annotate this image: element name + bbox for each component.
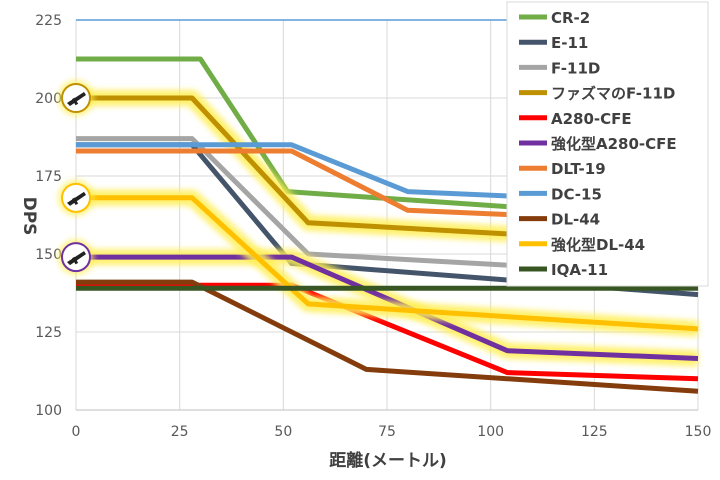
legend-label: CR-2 bbox=[551, 9, 590, 27]
legend-label: DC-15 bbox=[551, 185, 602, 203]
series-a280-cfe bbox=[76, 282, 699, 382]
series-line bbox=[76, 95, 699, 248]
series-dl-44 bbox=[76, 279, 699, 394]
legend-label: DLT-19 bbox=[551, 160, 606, 178]
legend-item: CR-2 bbox=[519, 9, 590, 27]
y-tick-label: 150 bbox=[35, 247, 62, 263]
legend-label: F-11D bbox=[551, 59, 600, 77]
weapon-icons bbox=[58, 80, 94, 276]
legend-item: DL-44 bbox=[519, 211, 600, 229]
series-lines bbox=[76, 56, 699, 394]
legend: CR-2 E-11 F-11D ファズマのF-11D A280-CFE 強化型A280-C… bbox=[506, 1, 709, 287]
x-tick-label: 0 bbox=[72, 424, 81, 440]
pistol-icon bbox=[58, 179, 94, 216]
legend-item: ファズマのF-11D bbox=[519, 85, 675, 103]
legend-item: 強化型A280-CFE bbox=[519, 135, 677, 153]
legend-item: IQA-11 bbox=[519, 261, 608, 279]
rifle-icon bbox=[58, 80, 94, 116]
legend-item: 強化型DL-44 bbox=[519, 236, 645, 254]
x-axis-title: 距離(メートル) bbox=[329, 450, 447, 471]
y-tick-label: 175 bbox=[35, 169, 62, 185]
series-cr-2 bbox=[76, 56, 699, 223]
y-axis-title: DPS bbox=[19, 197, 39, 236]
y-tick-label: 100 bbox=[35, 403, 62, 419]
x-axis-ticks: 0 25 50 75 100 125 150 bbox=[72, 424, 712, 440]
x-tick-label: 75 bbox=[378, 424, 396, 440]
legend-label: 強化型A280-CFE bbox=[551, 135, 677, 153]
legend-label: DL-44 bbox=[551, 211, 600, 229]
x-tick-label: 50 bbox=[274, 424, 292, 440]
legend-label: 強化型DL-44 bbox=[551, 236, 645, 254]
legend-item: A280-CFE bbox=[519, 110, 632, 128]
legend-item: F-11D bbox=[519, 59, 600, 77]
series-line bbox=[76, 56, 699, 223]
legend-item: DC-15 bbox=[519, 185, 602, 203]
series-f-11d bbox=[76, 90, 699, 253]
legend-label: E-11 bbox=[551, 34, 588, 52]
series-line bbox=[76, 195, 699, 332]
series-f-11d bbox=[76, 136, 699, 279]
x-tick-label: 150 bbox=[685, 424, 712, 440]
y-tick-label: 125 bbox=[35, 325, 62, 341]
legend-item: E-11 bbox=[519, 34, 588, 52]
y-axis-ticks: 100 125 150 175 200 225 bbox=[35, 13, 62, 419]
series-line bbox=[76, 136, 699, 279]
x-tick-label: 125 bbox=[581, 424, 608, 440]
legend-label: A280-CFE bbox=[551, 110, 632, 128]
y-tick-label: 225 bbox=[35, 13, 62, 29]
y-tick-label: 200 bbox=[35, 91, 62, 107]
legend-item: DLT-19 bbox=[519, 160, 606, 178]
legend-label: ファズマのF-11D bbox=[551, 85, 675, 103]
legend-label: IQA-11 bbox=[551, 261, 608, 279]
x-tick-label: 25 bbox=[171, 424, 189, 440]
series-line bbox=[76, 279, 699, 394]
x-tick-label: 100 bbox=[477, 424, 504, 440]
blaster-icon bbox=[58, 239, 94, 276]
series-line bbox=[76, 282, 699, 382]
series-dl-44 bbox=[76, 189, 699, 337]
